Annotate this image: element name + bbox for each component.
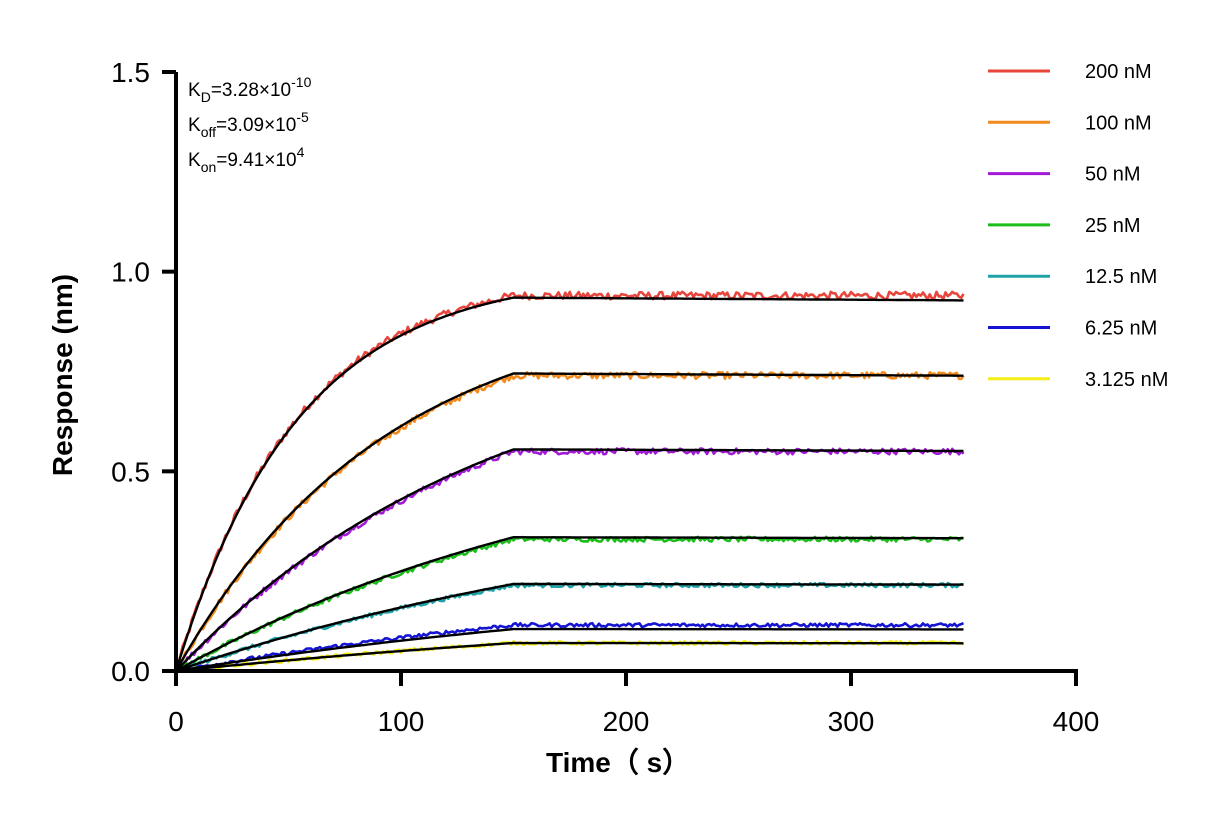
legend-label: 25 nM xyxy=(1085,215,1141,237)
x-tick-label: 300 xyxy=(828,706,875,737)
legend-label: 6.25 nM xyxy=(1085,318,1157,340)
fit-curve-6 xyxy=(175,641,964,673)
fit-lines-layer xyxy=(174,296,964,673)
series-curve-6 xyxy=(175,640,965,673)
fit-curve-3 xyxy=(175,536,964,673)
series-curve-2 xyxy=(175,447,965,673)
x-tick-label: 100 xyxy=(378,706,425,737)
x-tick-label: 0 xyxy=(168,706,184,737)
series-curve-5 xyxy=(175,621,964,673)
x-tick-label: 400 xyxy=(1053,706,1100,737)
x-axis-title: Time（ s） xyxy=(546,746,690,778)
series-curve-0 xyxy=(174,290,965,672)
y-axis: 0.0 0.5 1.0 1.5 xyxy=(111,57,178,687)
kinetic-annotation: Kon=9.41×104 xyxy=(188,144,305,175)
legend-label: 12.5 nM xyxy=(1085,266,1157,288)
kinetic-constants: KD=3.28×10-10 Koff=3.09×10-5 Kon=9.41×104 xyxy=(188,74,312,175)
fit-curve-2 xyxy=(175,448,964,672)
fit-curve-5 xyxy=(175,627,964,673)
x-axis: 0 100 200 300 400 xyxy=(168,669,1100,737)
curves-layer xyxy=(174,290,965,674)
legend-label: 50 nM xyxy=(1085,164,1141,186)
y-tick-label: 1.0 xyxy=(111,257,150,288)
series-curve-1 xyxy=(175,370,965,673)
series-curve-4 xyxy=(175,581,964,673)
y-axis-title: Response (nm) xyxy=(47,274,78,476)
fit-curve-4 xyxy=(175,582,964,673)
kinetic-annotation: Koff=3.09×10-5 xyxy=(188,109,309,140)
fit-curve-0 xyxy=(174,296,964,672)
x-tick-label: 200 xyxy=(603,706,650,737)
kinetic-annotation: KD=3.28×10-10 xyxy=(188,74,312,105)
fit-curve-1 xyxy=(174,372,964,672)
legend: 200 nM 100 nM 50 nM 25 nM 12.5 nM 6.25 nM 3.12… xyxy=(988,61,1168,391)
y-tick-label: 0.5 xyxy=(111,456,150,487)
legend-label: 100 nM xyxy=(1085,112,1152,134)
y-tick-label: 1.5 xyxy=(111,57,150,88)
legend-label: 3.125 nM xyxy=(1085,369,1168,391)
legend-label: 200 nM xyxy=(1085,61,1152,83)
y-tick-label: 0.0 xyxy=(111,656,150,687)
